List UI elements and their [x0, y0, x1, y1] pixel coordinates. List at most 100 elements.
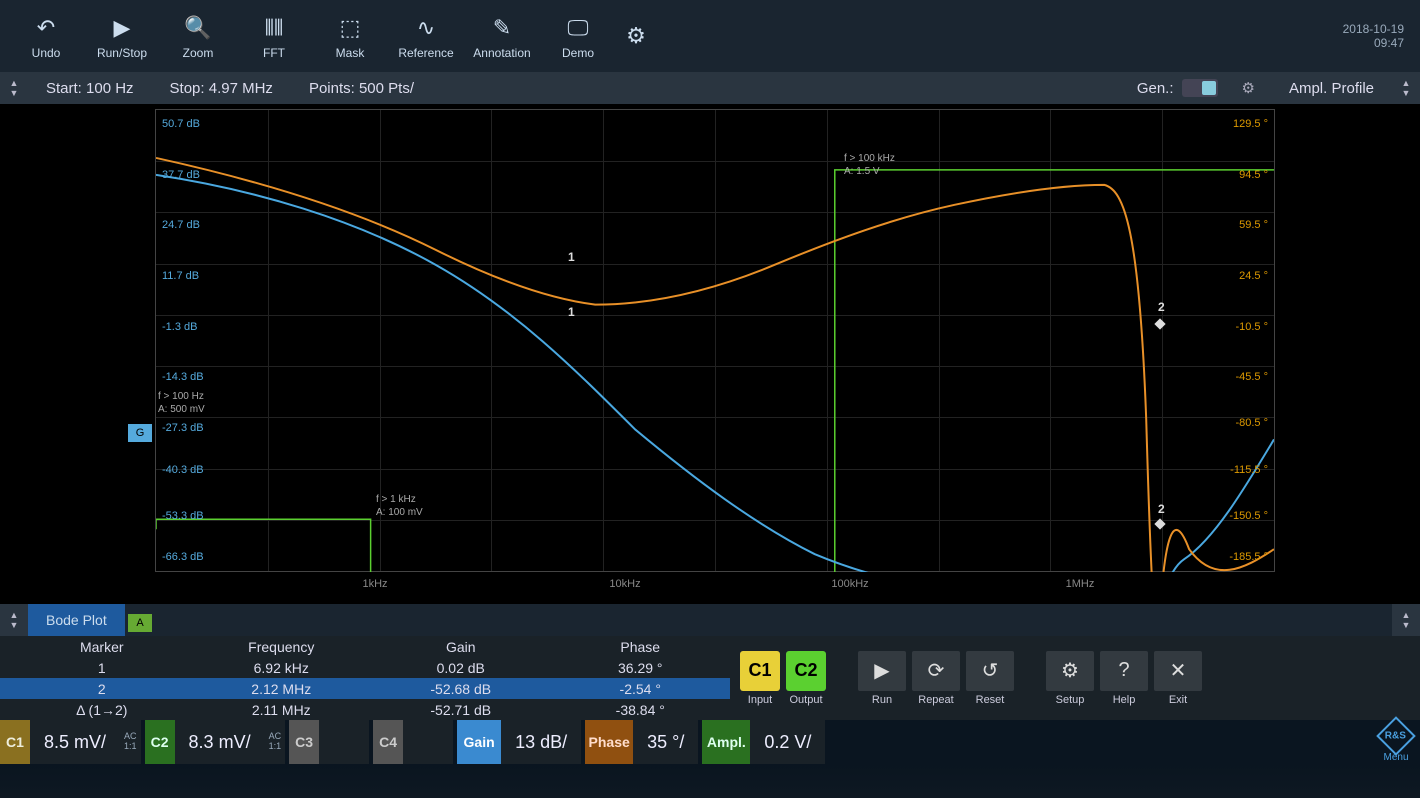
table-row[interactable]: Δ (1→2)2.11 MHz -52.71 dB-38.84 ° — [0, 699, 730, 720]
reset-label: Reset — [976, 694, 1005, 706]
y-right-tick: -45.5 ° — [1235, 371, 1268, 383]
y-right-tick: 129.5 ° — [1233, 118, 1268, 130]
table-row[interactable]: 16.92 kHz 0.02 dB36.29 ° — [0, 657, 730, 678]
ampl-seg1-label: f > 100 HzA: 500 mV — [158, 390, 205, 416]
marker-2-phase[interactable]: 2 — [1158, 300, 1165, 314]
run-button[interactable]: ▶ — [858, 651, 906, 691]
gen-label: Gen.: — [1137, 80, 1174, 97]
lower-panel: Marker Frequency Gain Phase 16.92 kHz 0.… — [0, 636, 1420, 720]
control-buttons: C1 Input C2 Output ▶ Run ⟳ Repeat ↺ Rese… — [730, 636, 1420, 720]
y-right-tick: -80.5 ° — [1235, 417, 1268, 429]
reference-button[interactable]: ∿ Reference — [388, 4, 464, 68]
mask-icon: ⬚ — [340, 12, 361, 44]
reference-icon: ∿ — [417, 12, 435, 44]
channel-c3[interactable]: C3 — [289, 720, 369, 764]
marker-1-gain[interactable]: 1 — [568, 305, 575, 319]
left-stepper[interactable]: ▲▼ — [0, 72, 28, 104]
fft-button[interactable]: ⫴⫴ FFT — [236, 4, 312, 68]
c4-tag: C4 — [373, 720, 403, 764]
y-left-tick: -1.3 dB — [162, 321, 197, 333]
mask-button[interactable]: ⬚ Mask — [312, 4, 388, 68]
play-icon: ▶ — [114, 12, 131, 44]
c1-val: 8.5 mV/ — [30, 732, 120, 753]
demo-button[interactable]: 🖵 Demo — [540, 4, 616, 68]
phase-tag: Phase — [585, 720, 633, 764]
reset-button[interactable]: ↺ — [966, 651, 1014, 691]
table-row[interactable]: 22.12 MHz -52.68 dB-2.54 ° — [0, 678, 730, 699]
exit-button[interactable]: ✕ — [1154, 651, 1202, 691]
setup-label: Setup — [1056, 694, 1085, 706]
channel-strip: C1 8.5 mV/ AC1:1 C2 8.3 mV/ AC1:1 C3 C4 … — [0, 720, 1420, 764]
undo-button[interactable]: ↶ Undo — [8, 4, 84, 68]
points-setting[interactable]: Points: 500 Pts/ — [291, 80, 432, 97]
y-left-tick: 37.7 dB — [162, 169, 200, 181]
help-button[interactable]: ? — [1100, 651, 1148, 691]
output-label: Output — [789, 694, 822, 706]
channel-c2[interactable]: C2 8.3 mV/ AC1:1 — [145, 720, 286, 764]
fft-icon: ⫴⫴ — [265, 12, 283, 44]
tab-stepper-left[interactable]: ▲▼ — [0, 604, 28, 636]
annotation-label: Annotation — [473, 46, 530, 60]
channel-c4[interactable]: C4 — [373, 720, 453, 764]
c1-tag: C1 — [0, 720, 30, 764]
plot-canvas[interactable]: 50.7 dB 37.7 dB 24.7 dB 11.7 dB -1.3 dB … — [155, 109, 1275, 572]
col-header: Marker — [0, 639, 192, 655]
gear-icon: ⚙ — [626, 20, 646, 52]
ampl-axis-indicator[interactable]: A — [128, 614, 152, 632]
gain-curve — [156, 175, 1274, 572]
channel-c1[interactable]: C1 8.5 mV/ AC1:1 — [0, 720, 141, 764]
ampl-seg2-label: f > 1 kHzA: 100 mV — [376, 493, 423, 519]
y-left-tick: 11.7 dB — [162, 270, 199, 282]
gain-axis-indicator[interactable]: G — [128, 424, 152, 442]
y-left-tick: -53.3 dB — [162, 510, 204, 522]
gen-toggle[interactable] — [1182, 79, 1218, 97]
y-left-tick: -66.3 dB — [162, 551, 204, 563]
channel-gain[interactable]: Gain 13 dB/ — [457, 720, 581, 764]
undo-label: Undo — [32, 46, 61, 60]
time-text: 09:47 — [1343, 36, 1404, 50]
y-right-tick: -185.5 ° — [1229, 551, 1268, 563]
date-text: 2018-10-19 — [1343, 22, 1404, 36]
logo-icon: R&S — [1376, 716, 1416, 756]
annotation-button[interactable]: ✎ Annotation — [464, 4, 540, 68]
undo-icon: ↶ — [37, 12, 55, 44]
tab-bode-plot[interactable]: Bode Plot — [28, 604, 125, 636]
zoom-button[interactable]: 🔍 Zoom — [160, 4, 236, 68]
x-tick: 1MHz — [1066, 578, 1095, 590]
c2-badge[interactable]: C2 — [786, 651, 826, 691]
c3-tag: C3 — [289, 720, 319, 764]
x-tick: 100kHz — [831, 578, 868, 590]
gain-val: 13 dB/ — [501, 732, 581, 753]
y-right-tick: 94.5 ° — [1239, 169, 1268, 181]
marker-2-gain[interactable]: 2 — [1158, 502, 1165, 516]
repeat-button[interactable]: ⟳ — [912, 651, 960, 691]
col-header: Gain — [371, 639, 551, 655]
channel-ampl[interactable]: Ampl. 0.2 V/ — [702, 720, 825, 764]
col-header: Frequency — [192, 639, 372, 655]
bode-plot-area: G A 50.7 dB 37.7 dB 24.7 dB 11.7 dB -1.3… — [0, 104, 1420, 604]
runstop-label: Run/Stop — [97, 46, 147, 60]
fft-label: FFT — [263, 46, 285, 60]
input-label: Input — [748, 694, 772, 706]
tab-stepper-right[interactable]: ▲▼ — [1392, 604, 1420, 636]
reference-label: Reference — [398, 46, 453, 60]
start-freq[interactable]: Start: 100 Hz — [28, 80, 152, 97]
help-label: Help — [1113, 694, 1136, 706]
setup-button[interactable]: ⚙ — [1046, 651, 1094, 691]
marker-1-phase[interactable]: 1 — [568, 250, 575, 264]
menu-button[interactable]: R&S Menu — [1372, 720, 1420, 764]
tab-bar: ▲▼ Bode Plot ▲▼ — [0, 604, 1420, 636]
c2-tag: C2 — [145, 720, 175, 764]
repeat-label: Repeat — [918, 694, 953, 706]
runstop-button[interactable]: ▶ Run/Stop — [84, 4, 160, 68]
y-right-tick: -115.5 ° — [1230, 464, 1268, 476]
right-stepper[interactable]: ▲▼ — [1392, 72, 1420, 104]
c1-badge[interactable]: C1 — [740, 651, 780, 691]
ampl-profile-button[interactable]: Ampl. Profile — [1271, 80, 1392, 97]
x-tick: 1kHz — [362, 578, 387, 590]
y-right-tick: -150.5 ° — [1229, 510, 1268, 522]
settings-menu-button[interactable]: ⚙ — [616, 4, 656, 68]
gain-tag: Gain — [457, 720, 501, 764]
stop-freq[interactable]: Stop: 4.97 MHz — [152, 80, 291, 97]
channel-phase[interactable]: Phase 35 °/ — [585, 720, 698, 764]
